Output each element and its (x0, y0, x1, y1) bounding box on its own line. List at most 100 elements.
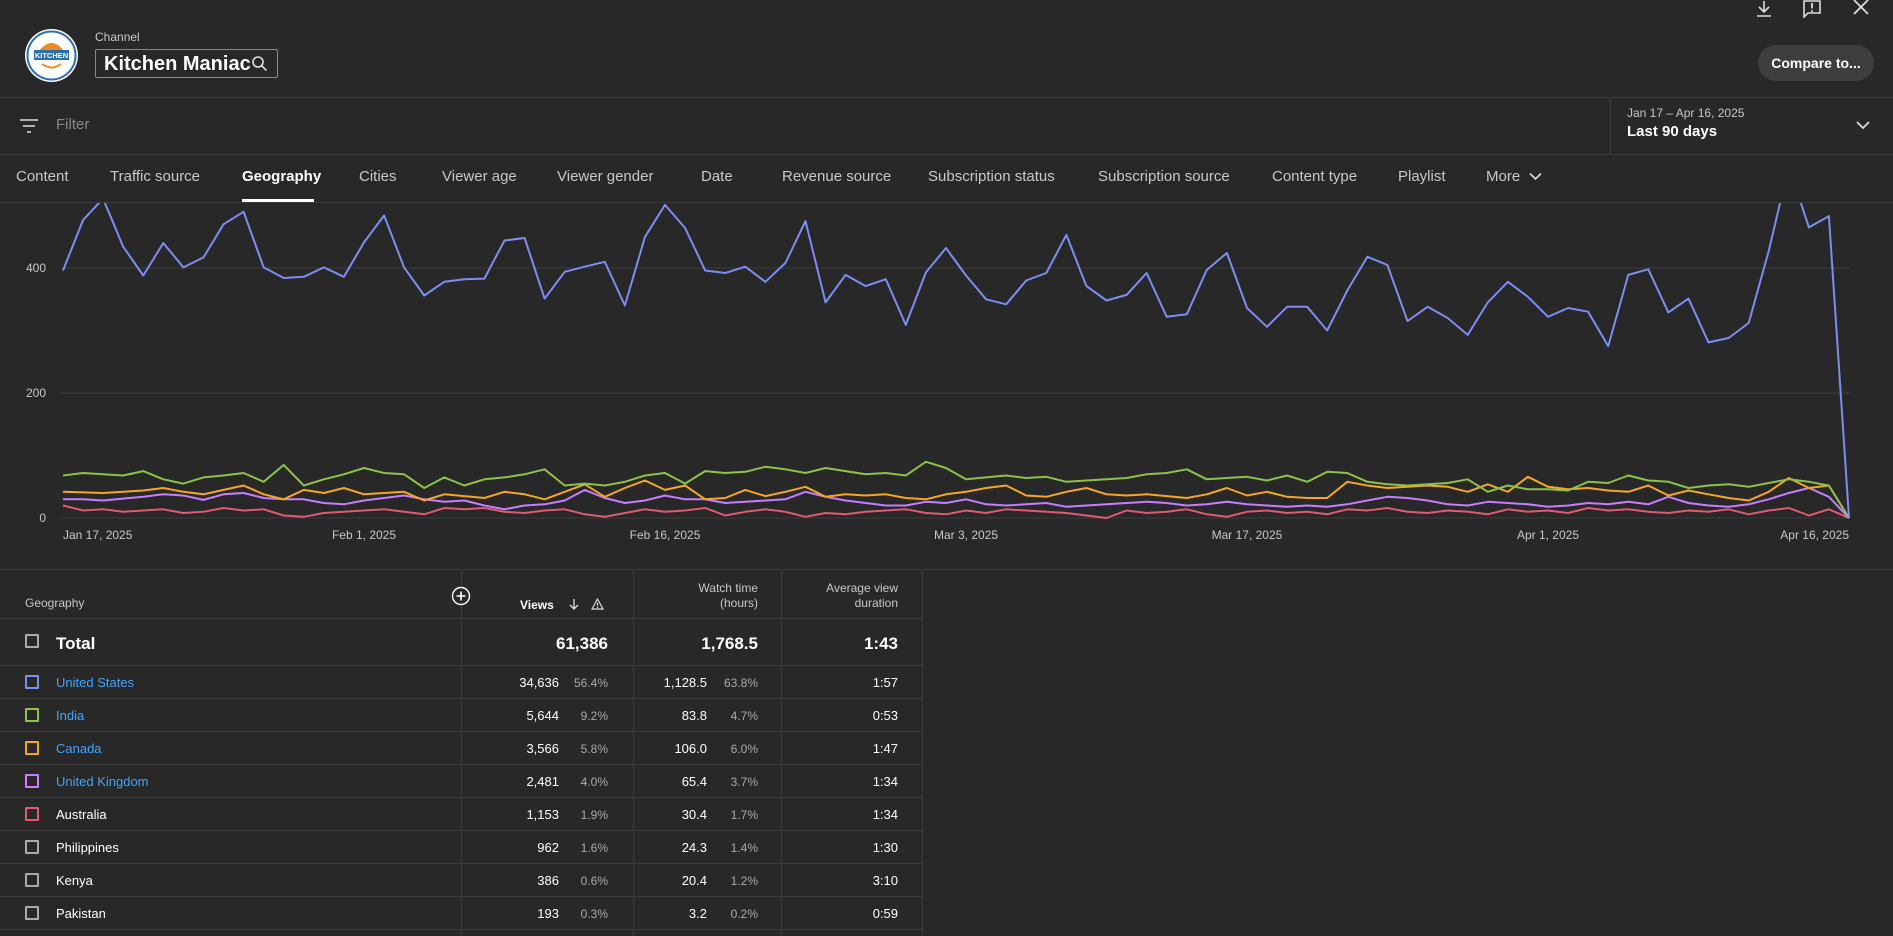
channel-label: Channel (95, 30, 140, 44)
avg-duration-value: 1:57 (872, 675, 898, 690)
channel-picker[interactable]: Kitchen Maniac (95, 49, 278, 78)
avg-duration-value: 1:47 (872, 741, 898, 756)
row-divider (0, 618, 923, 619)
avg-duration-value: 0:53 (872, 708, 898, 723)
row-checkbox[interactable] (25, 708, 39, 722)
row-checkbox[interactable] (25, 774, 39, 788)
filter-bar: Filter Jan 17 – Apr 16, 2025 Last 90 day… (0, 98, 1893, 155)
channel-avatar[interactable]: KITCHEN (25, 29, 78, 82)
row-divider (0, 698, 923, 699)
tab-subscription-source[interactable]: Subscription source (1098, 168, 1230, 185)
channel-logo: KITCHEN (26, 30, 77, 81)
header: KITCHEN Channel Kitchen Maniac Compare t… (0, 0, 1893, 98)
views-value: 2,481 (526, 774, 559, 789)
country-name[interactable]: India (56, 708, 85, 723)
watch-time-percent: 0.2% (730, 907, 758, 921)
views-percent: 9.2% (580, 709, 608, 723)
views-value: 3,566 (526, 741, 559, 756)
tab-geography[interactable]: Geography (242, 168, 322, 185)
row-checkbox[interactable] (25, 906, 39, 920)
row-checkbox[interactable] (25, 807, 39, 821)
avg-duration-value: 1:34 (872, 807, 898, 822)
column-header-watch-time[interactable]: Watch time (hours) (698, 581, 758, 611)
date-range-picker[interactable]: Jan 17 – Apr 16, 2025 Last 90 days (1610, 98, 1893, 154)
x-tick-label: Feb 16, 2025 (630, 528, 701, 542)
column-divider (461, 570, 462, 936)
series-line-united-states[interactable] (62, 165, 1850, 519)
total-avg-duration: 1:43 (863, 634, 898, 653)
avg-duration-value: 1:34 (872, 774, 898, 789)
row-divider (0, 830, 923, 831)
y-tick-label: 400 (26, 261, 46, 275)
y-tick-label: 200 (26, 386, 46, 400)
tab-content[interactable]: Content (16, 168, 69, 185)
views-percent: 4.0% (580, 775, 608, 789)
channel-name: Kitchen Maniac (104, 53, 251, 75)
row-divider (0, 665, 923, 666)
filter-input[interactable]: Filter (56, 116, 90, 133)
x-tick-label: Feb 1, 2025 (332, 528, 396, 542)
tab-playlist[interactable]: Playlist (1398, 168, 1446, 185)
watch-time-value: 65.4 (681, 774, 707, 789)
total-checkbox[interactable] (25, 634, 39, 648)
filter-icon[interactable] (19, 118, 39, 134)
compare-button[interactable]: Compare to... (1758, 45, 1874, 81)
tab-revenue-source[interactable]: Revenue source (782, 168, 892, 185)
search-icon[interactable] (251, 55, 268, 72)
country-name[interactable]: United States (56, 675, 135, 690)
x-tick-label: Mar 17, 2025 (1212, 528, 1283, 542)
tab-traffic-source[interactable]: Traffic source (110, 168, 201, 185)
x-tick-label: Apr 16, 2025 (1780, 528, 1849, 542)
warning-icon[interactable] (590, 597, 604, 610)
feedback-icon[interactable] (1802, 0, 1822, 18)
row-checkbox[interactable] (25, 675, 39, 689)
country-name[interactable]: Canada (56, 741, 102, 756)
views-value: 386 (537, 873, 559, 888)
views-value: 193 (537, 906, 559, 921)
tab-date[interactable]: Date (701, 168, 733, 185)
watch-time-value: 24.3 (681, 840, 707, 855)
watch-time-value: 20.4 (681, 873, 707, 888)
row-divider (0, 863, 923, 864)
close-icon[interactable] (1851, 0, 1871, 18)
sort-down-arrow-icon[interactable] (568, 598, 580, 610)
watch-time-value: 83.8 (681, 708, 707, 723)
avg-duration-value: 3:10 (872, 873, 898, 888)
row-divider (0, 764, 923, 765)
row-checkbox[interactable] (25, 840, 39, 854)
add-column-icon[interactable] (451, 586, 471, 606)
column-header-geography[interactable]: Geography (25, 596, 85, 610)
x-tick-label: Apr 1, 2025 (1517, 528, 1579, 542)
row-checkbox[interactable] (25, 873, 39, 887)
column-header-avg-view-duration[interactable]: Average view duration (826, 581, 898, 611)
tab-cities[interactable]: Cities (359, 168, 397, 185)
download-icon[interactable] (1754, 0, 1774, 18)
avg-duration-value: 1:30 (872, 840, 898, 855)
watch-time-percent: 1.4% (730, 841, 758, 855)
series-line-canada[interactable] (62, 475, 1850, 519)
watch-time-percent: 63.8% (723, 676, 758, 690)
x-tick-label: Mar 3, 2025 (934, 528, 998, 542)
tab-viewer-gender[interactable]: Viewer gender (557, 168, 654, 185)
column-header-views[interactable]: Views (520, 596, 604, 614)
avg-duration-header-line2: duration (854, 596, 898, 610)
column-divider (633, 570, 634, 936)
tab-content-type[interactable]: Content type (1272, 168, 1358, 185)
avg-duration-header-line1: Average view (826, 581, 898, 595)
watch-time-header-line1: Watch time (698, 581, 758, 595)
series-line-australia[interactable] (62, 504, 1850, 519)
row-checkbox[interactable] (25, 741, 39, 755)
chevron-down-icon[interactable] (1856, 118, 1870, 132)
tab-subscription-status[interactable]: Subscription status (928, 168, 1055, 185)
series-line-united-kingdom[interactable] (63, 487, 1850, 519)
series-line-india[interactable] (62, 460, 1850, 519)
country-name[interactable]: United Kingdom (56, 774, 149, 789)
tab-more[interactable]: More (1486, 168, 1542, 185)
chevron-down-icon (1529, 172, 1542, 181)
views-percent: 1.9% (580, 808, 608, 822)
country-name: Australia (56, 807, 107, 822)
date-range-text: Jan 17 – Apr 16, 2025 (1627, 106, 1745, 120)
views-percent: 0.3% (580, 907, 608, 921)
tab-viewer-age[interactable]: Viewer age (442, 168, 517, 185)
tab-more-label: More (1486, 168, 1521, 185)
